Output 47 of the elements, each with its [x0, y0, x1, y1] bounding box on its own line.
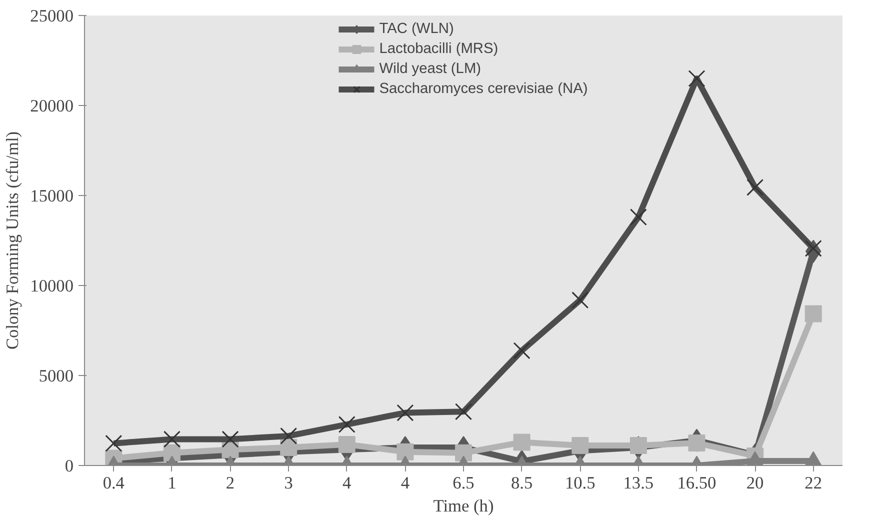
x-tick-label: 13.5 [623, 474, 654, 492]
point [396, 443, 414, 460]
x-tick-label: 22 [804, 474, 822, 492]
point [688, 70, 706, 88]
point [804, 305, 822, 322]
point [455, 444, 472, 462]
point [804, 240, 822, 257]
x-tick-label: 6.5 [452, 474, 474, 492]
point [338, 436, 356, 453]
point [746, 178, 764, 196]
point [513, 342, 530, 360]
point [688, 434, 706, 452]
legend-label: Saccharomyces cerevisiae (NA) [379, 81, 588, 97]
point [572, 437, 589, 454]
x-tick-label: 20 [746, 474, 764, 492]
y-tick-label: 15000 [30, 186, 74, 206]
x-tick-label: 4 [342, 474, 352, 492]
point [630, 437, 647, 454]
point [222, 430, 239, 448]
x-tick-label: 1 [168, 474, 176, 492]
y-tick-label: 20000 [30, 96, 74, 116]
y-tick-label: 10000 [30, 276, 74, 296]
x-tick-label: 10.5 [564, 474, 596, 492]
point [513, 434, 530, 451]
point [630, 208, 647, 226]
legend-label: Lactobacilli (MRS) [379, 41, 498, 57]
x-tick-label: 8.5 [510, 474, 533, 492]
point [572, 292, 589, 309]
x-tick-label: 3 [284, 474, 293, 492]
legend-label: Wild yeast (LM) [379, 61, 482, 77]
x-tick-label: 4 [400, 474, 410, 492]
point [396, 404, 414, 422]
y-tick-label: 25000 [30, 6, 74, 26]
point [280, 427, 298, 445]
x-tick-label: 2 [226, 474, 235, 492]
point [163, 430, 180, 448]
x-tick-label: 0.4 [102, 474, 125, 492]
legend-label: TAC (WLN) [379, 21, 454, 37]
point [338, 416, 356, 433]
point [454, 403, 472, 420]
point [280, 439, 298, 456]
y-tick-label: 5000 [38, 366, 74, 386]
x-tick-label: 16.50 [677, 474, 716, 492]
y-tick-label: 0 [64, 456, 74, 476]
point [105, 434, 122, 452]
y-axis-title: Colony Forming Units (cfu/ml) [3, 131, 22, 350]
x-axis-title: Time (h) [433, 496, 494, 516]
